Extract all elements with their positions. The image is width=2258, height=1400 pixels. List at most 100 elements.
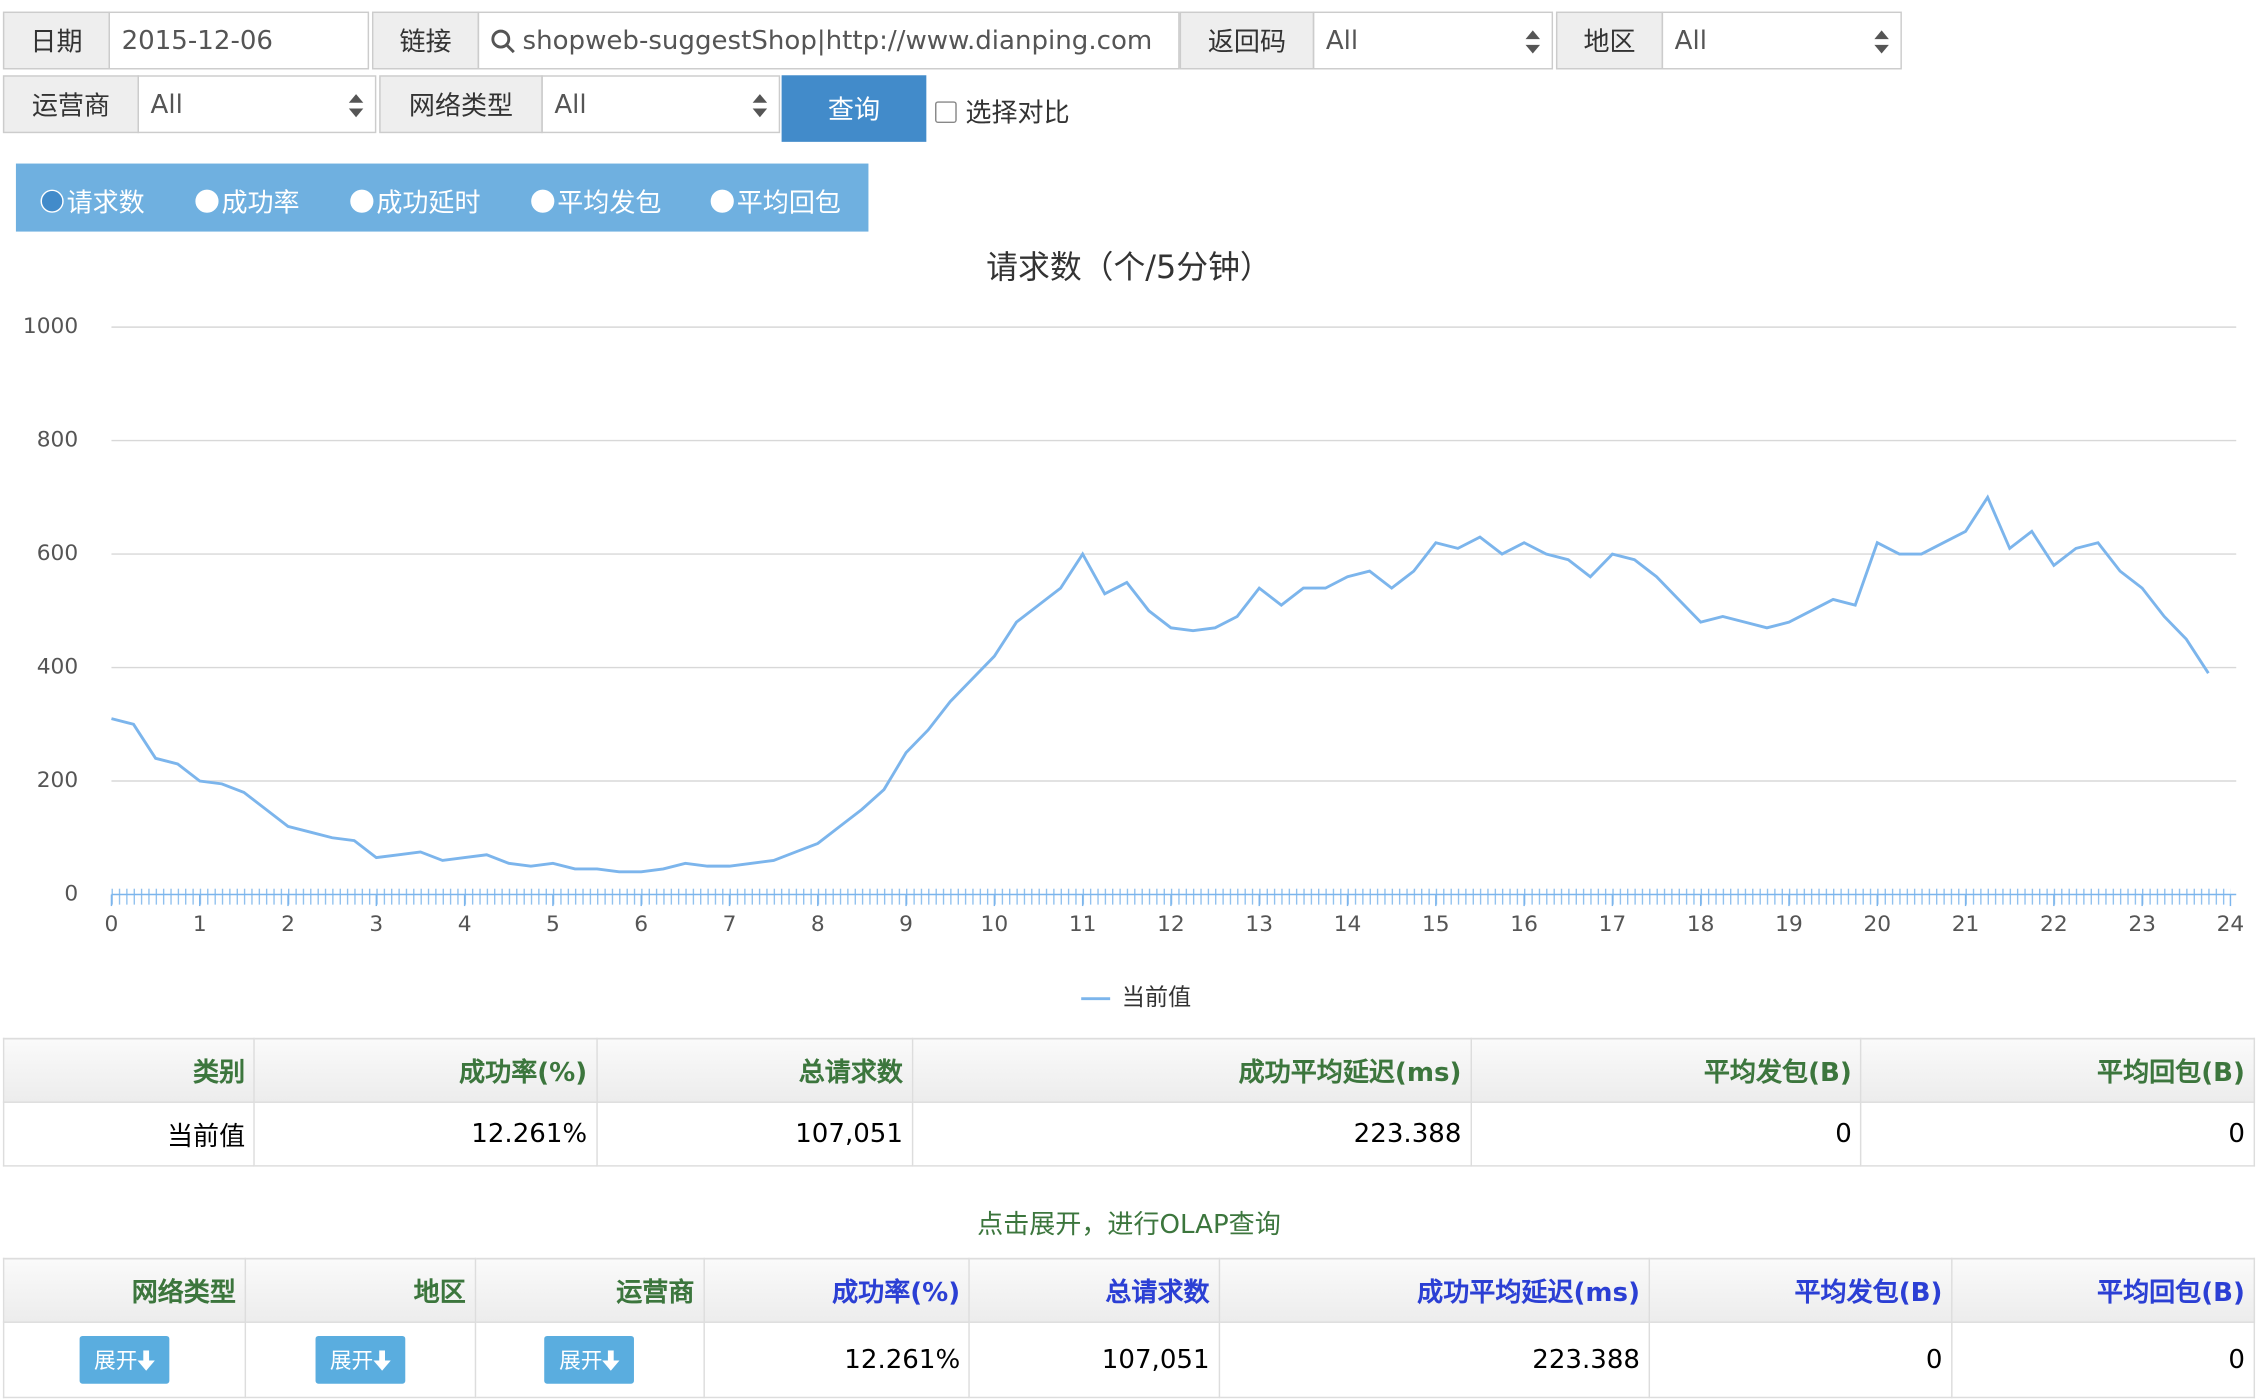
x-tick-label: 9 [899,912,913,937]
arrow-icon [602,1349,620,1370]
expand-button[interactable]: 展开 [315,1335,406,1384]
summary-table: 类别 成功率(%) 总请求数 成功平均延迟(ms) 平均发包(B) 平均回包(B) 当前值 1… [2,1037,2256,1167]
column-header: 运营商 [474,1257,705,1323]
row: 当前值 12.261% 107,051 223.388 0 0 [2,1101,2256,1167]
button-label: 展开 [94,1347,138,1374]
x-tick-label: 5 [546,912,560,937]
label: 网络类型 [379,75,543,134]
x-tick-label: 20 [1863,912,1891,937]
y-tick-label: 1000 [23,314,78,339]
column-header: 平均回包(B) [1860,1037,2256,1103]
column-header: 平均发包(B) [1648,1257,1953,1323]
x-tick-label: 12 [1157,912,1185,937]
column-header: 地区 [244,1257,476,1323]
olap-title: 点击展开，进行OLAP查询 [977,1210,1281,1241]
label: 链接 [371,11,480,70]
cell: 展开 [2,1321,247,1399]
column-header: 平均发包(B) [1470,1037,1862,1103]
expand-button[interactable]: 展开 [79,1335,170,1384]
link-text: shopweb-suggestShop|http://www.dianping.… [522,25,1153,56]
x-tick-label: 4 [458,912,472,937]
cell: 107,051 [968,1321,1220,1399]
x-tick-label: 15 [1422,912,1450,937]
tab-label: 成功率 [221,188,300,219]
query-button[interactable]: 查询 [781,75,927,142]
x-tick-label: 10 [981,912,1009,937]
tab[interactable]: 成功延时 [350,182,481,220]
chart-title: 请求数（个/5分钟） [986,248,1272,286]
tab[interactable]: 平均发包 [531,182,661,220]
label: 返回码 [1179,11,1315,70]
x-tick-label: 11 [1069,912,1097,937]
tab-label: 成功延时 [376,188,481,219]
cell: 0 [1470,1101,1862,1167]
x-tick-label: 7 [723,912,737,937]
expand-button[interactable]: 展开 [544,1335,635,1384]
cell: 展开 [474,1321,705,1399]
region-select[interactable]: All [1661,11,1902,70]
column-header: 平均回包(B) [1951,1257,2256,1323]
column-header: 总请求数 [968,1257,1220,1323]
cell: 107,051 [595,1101,914,1167]
date-input[interactable]: 2015-12-06 [108,11,370,70]
x-tick-label: 1 [193,912,207,937]
net-select[interactable]: All [541,75,781,134]
tab-label: 平均回包 [736,188,841,219]
cell: 0 [1860,1101,2256,1167]
arrow [137,1349,155,1370]
link-input[interactable]: shopweb-suggestShop|http://www.dianping.… [477,11,1180,70]
y-tick-label: 600 [37,541,78,566]
label: 日期 [2,11,111,70]
code-select[interactable]: All [1312,11,1554,70]
cell: 12.261% [703,1321,971,1399]
radio[interactable] [195,189,219,213]
header-row: 网络类型 地区 运营商 成功率(%) 总请求数 成功平均延迟(ms) 平均发包(B) 平均回包… [2,1257,2256,1323]
y-tick-label: 0 [64,881,78,906]
x-tick-label: 22 [2040,912,2068,937]
tab-bar: 请求数 成功率 成功延时 平均发包 平均回包 [15,163,869,232]
carrier-select[interactable]: All [137,75,377,134]
column-header: 总请求数 [595,1037,914,1103]
x-tick-label: 6 [634,912,648,937]
column-header: 网络类型 [2,1257,247,1323]
y-tick-label: 400 [37,655,78,680]
checkbox[interactable] [935,100,957,123]
x-tick-label: 2 [281,912,295,937]
arrow-icon [373,1349,391,1370]
x-tick-label: 17 [1599,912,1627,937]
y-tick-label: 800 [37,428,78,453]
tab[interactable]: 成功率 [195,182,300,220]
x-tick-label: 3 [369,912,383,937]
y-tick-label: 200 [37,768,78,793]
x-tick-label: 23 [2128,912,2156,937]
compare[interactable]: 选择对比 [935,93,1070,131]
column-header: 成功平均延迟(ms) [911,1037,1472,1103]
olap-table: 网络类型 地区 运营商 成功率(%) 总请求数 成功平均延迟(ms) 平均发包(B) 平均回包… [2,1257,2256,1399]
compare-label: 选择对比 [965,98,1070,129]
radio[interactable] [40,189,64,213]
column-header: 成功率(%) [703,1257,971,1323]
x-tick-label: 19 [1775,912,1803,937]
tab-label: 平均发包 [557,188,662,219]
x-tick-label: 14 [1334,912,1362,937]
x-tick-label: 0 [105,912,119,937]
x-tick-label: 18 [1687,912,1715,937]
radio[interactable] [710,189,734,213]
column-header: 成功率(%) [253,1037,598,1103]
tab[interactable]: 请求数 [40,182,145,220]
tab[interactable]: 平均回包 [710,182,841,220]
radio[interactable] [531,189,555,213]
radio[interactable] [350,189,374,213]
arrow [373,1349,391,1370]
label: 地区 [1555,11,1664,70]
cell: 12.261% [253,1101,598,1167]
cell: 223.388 [1218,1321,1651,1399]
header-row: 类别 成功率(%) 总请求数 成功平均延迟(ms) 平均发包(B) 平均回包(B) [2,1037,2256,1103]
arrow [602,1349,620,1370]
legend-label[interactable]: 当前值 [1122,985,1191,1011]
search-icon [491,29,515,54]
x-tick-label: 13 [1245,912,1273,937]
